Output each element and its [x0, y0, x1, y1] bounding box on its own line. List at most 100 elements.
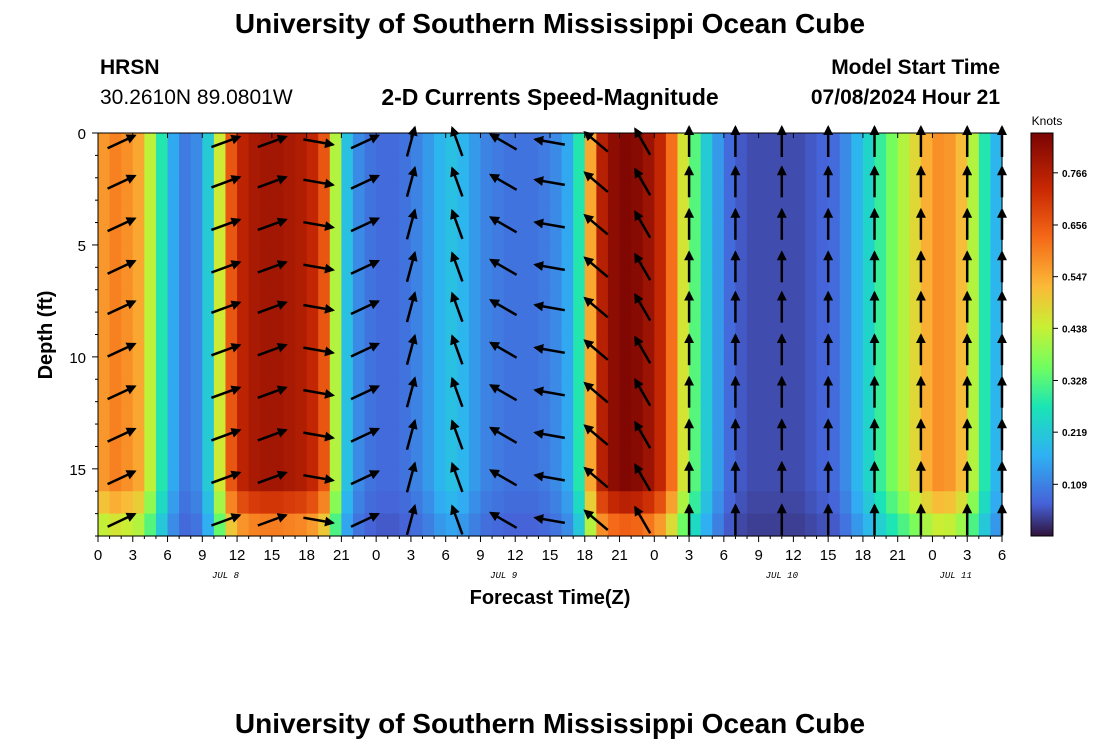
heat-cell [526, 334, 540, 358]
heat-cell [260, 289, 273, 313]
heat-cell [202, 200, 215, 224]
heat-cell [480, 312, 493, 336]
heat-cell [886, 289, 899, 313]
x-tick-label: 0 [372, 547, 380, 564]
heat-cell [434, 446, 447, 470]
heat-cell [480, 468, 493, 492]
heat-cell [758, 379, 771, 403]
heat-cell [619, 312, 632, 336]
current-arrow [583, 509, 609, 531]
heat-cell [874, 513, 887, 537]
heat-cell [967, 356, 980, 380]
heat-cell [295, 267, 308, 291]
heat-cell [468, 491, 482, 515]
heat-cell [341, 222, 354, 246]
heat-cell [677, 468, 690, 492]
heat-cell [735, 312, 748, 336]
heat-cell [839, 401, 852, 425]
heat-cell [144, 401, 157, 425]
heat-cell [503, 379, 516, 403]
heat-cell [573, 401, 586, 425]
heat-cell [202, 267, 215, 291]
heat-cell [781, 222, 794, 246]
heat-cell [874, 491, 887, 515]
heat-cell [480, 513, 493, 537]
heat-cell [457, 334, 470, 358]
heat-cell [503, 446, 516, 470]
heat-cell [874, 155, 887, 179]
heat-cell [886, 379, 899, 403]
heat-cell [155, 513, 169, 537]
heat-cell [862, 267, 876, 291]
heat-cell [920, 222, 934, 246]
heat-cell [573, 289, 586, 313]
heat-cell [155, 312, 169, 336]
heat-cell [978, 312, 992, 336]
heat-cell [978, 379, 992, 403]
heat-cell [665, 446, 679, 470]
heat-cell [573, 424, 586, 448]
heat-cell [167, 312, 180, 336]
heat-cell [781, 312, 794, 336]
heat-cell [468, 312, 482, 336]
heat-cell [109, 289, 122, 313]
heat-cell [654, 379, 667, 403]
heat-cell [874, 401, 887, 425]
heat-cell [225, 468, 238, 492]
heat-cell [607, 446, 621, 470]
heat-cell [747, 401, 760, 425]
heat-cell [735, 133, 748, 156]
x-axis-label: Forecast Time(Z) [470, 587, 631, 609]
heat-cell [538, 155, 551, 179]
heat-cell [295, 155, 308, 179]
heat-cell [793, 424, 806, 448]
heat-cell [538, 491, 551, 515]
heat-cell [944, 267, 957, 291]
heat-cell [967, 334, 980, 358]
heat-cell [654, 133, 667, 156]
heat-cell [793, 267, 806, 291]
heat-cell [561, 177, 574, 201]
heat-cell [329, 312, 342, 336]
heat-cell [920, 312, 934, 336]
x-tick-label: 18 [298, 547, 315, 564]
heat-cell [862, 177, 876, 201]
heat-cell [434, 468, 447, 492]
heat-cell [341, 133, 354, 156]
heat-cell [237, 289, 250, 313]
heat-cell [98, 155, 111, 179]
heat-cell [828, 334, 841, 358]
heat-cell [665, 513, 679, 537]
heat-cell [561, 155, 574, 179]
heat-cell [886, 222, 899, 246]
heat-cell [781, 177, 794, 201]
heat-cell [492, 312, 505, 336]
heat-cell [747, 513, 760, 537]
heat-cell [457, 401, 470, 425]
heat-cell [816, 244, 829, 268]
heat-cell [967, 200, 980, 224]
heat-cell [978, 200, 992, 224]
heat-cell [329, 379, 342, 403]
heat-cell [944, 424, 957, 448]
heat-cell [828, 379, 841, 403]
heat-cell [862, 513, 876, 537]
heat-cell [665, 468, 679, 492]
heat-cell [202, 177, 215, 201]
current-arrow [450, 208, 464, 240]
heat-cell [271, 468, 285, 492]
colorbar-tick-label: 0.328 [1062, 376, 1087, 387]
heat-cell [758, 200, 771, 224]
heat-cell [468, 513, 482, 537]
heat-cell [978, 401, 992, 425]
heat-cell [944, 468, 957, 492]
heat-cell [318, 267, 331, 291]
heat-cell [144, 222, 157, 246]
heat-cell [735, 222, 748, 246]
heat-cell [202, 379, 215, 403]
heat-cell [526, 312, 540, 336]
heat-cell [677, 513, 690, 537]
heat-cell [967, 401, 980, 425]
heat-cell [237, 155, 250, 179]
heat-cell [155, 379, 169, 403]
